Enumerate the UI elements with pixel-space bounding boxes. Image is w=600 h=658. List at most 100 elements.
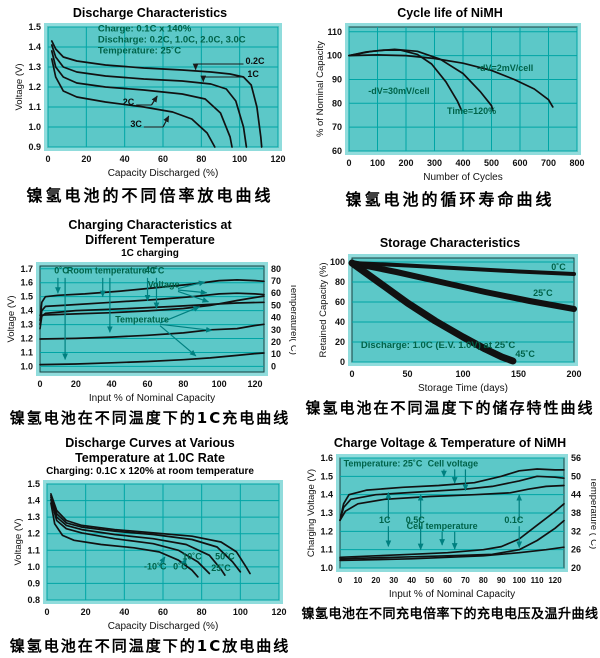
x-tick-label: 100 xyxy=(455,369,470,379)
series-temp-room xyxy=(39,323,265,340)
y-tick-label: 1.0 xyxy=(320,563,333,573)
x-axis-title: Capacity Discharged (%) xyxy=(108,168,219,179)
curve-label: 0˚C xyxy=(54,266,69,276)
curve-label: Temperature: 25˚C xyxy=(344,458,423,468)
curve-label: Time=120% xyxy=(447,106,496,116)
curve-label: Voltage xyxy=(148,280,180,290)
x-tick-label: 20 xyxy=(81,154,91,164)
right-tick-label: 60 xyxy=(271,288,281,298)
x-tick-label: 0 xyxy=(37,379,42,389)
annotation-arrow xyxy=(158,556,166,567)
x-tick-label: 20 xyxy=(371,576,380,585)
curve-label: 50˚C xyxy=(215,551,235,561)
chart-caption-cn: 镍氢电池在不同温度下的1C放电曲线 xyxy=(9,636,291,655)
x-tick-label: 120 xyxy=(548,576,562,585)
series-voltage-0C xyxy=(39,279,265,322)
plot-annotation: Discharge: 1.0C (E.V. 1.0V) at 25˚C xyxy=(361,340,515,351)
x-tick-label: 110 xyxy=(531,576,544,585)
x-tick-label: 120 xyxy=(271,607,286,617)
panel-charging-characteristics: Charging Characteristics at Different Te… xyxy=(0,212,300,430)
annotation-arrow xyxy=(180,557,187,567)
chart-caption-cn: 镍氢电池在不同充电倍率下的充电电压及温升曲线 xyxy=(301,606,599,622)
right-tick-label: 32 xyxy=(571,526,581,536)
x-tick-label: 20 xyxy=(81,607,91,617)
y-tick-label: 1.4 xyxy=(27,495,40,505)
discharge-temperature-chart: -10˚C 0˚C10˚C 50˚C 25˚C 0 20 40 60 80 100 120 0.8 0.… xyxy=(13,479,287,632)
x-tick-label: 0 xyxy=(44,607,49,617)
x-tick-label: 40 xyxy=(120,154,130,164)
curve-label: 1C xyxy=(247,69,259,79)
x-tick-label: 120 xyxy=(270,154,285,164)
y-tick-label: 1.4 xyxy=(28,42,41,52)
y-tick-label: 0.8 xyxy=(27,595,40,605)
curve-label: -dV=30mV/cell xyxy=(368,86,429,96)
panel-cycle-life: Cycle life of NiMH -dV=2mV/cell -dV=30mV/… xyxy=(300,0,600,212)
right-tick-label: 80 xyxy=(271,264,281,274)
x-tick-label: 150 xyxy=(511,369,526,379)
annotation-arrow xyxy=(162,115,170,128)
right-tick-label: 56 xyxy=(571,453,581,463)
x-tick-label: 80 xyxy=(479,576,488,585)
y-tick-label: 1.4 xyxy=(20,306,33,316)
annotation-arrow xyxy=(177,280,206,290)
series-temp-0.1C xyxy=(339,545,565,561)
y-tick-label: 1.0 xyxy=(20,362,33,372)
x-tick-label: 500 xyxy=(484,158,499,168)
series-voltage-1C xyxy=(339,467,565,521)
discharge-characteristics-chart: 0.2C 1C 2C 3C Charge: 0.1C x 140%Discharge: … xyxy=(14,22,286,179)
series-0C xyxy=(350,260,576,276)
curve-label: 0˚C xyxy=(173,561,188,571)
chart-caption-cn: 镍氢电池在不同温度下的1C充电曲线 xyxy=(9,409,291,428)
x-tick-label: 0 xyxy=(338,576,343,585)
y-tick-label: 1.1 xyxy=(27,545,40,555)
y-tick-label: 1.3 xyxy=(20,320,33,330)
right-y-axis-title: Temperaturel(˚C) xyxy=(288,283,296,355)
series-temp-0.5C xyxy=(339,519,565,560)
x-tick-label: 20 xyxy=(71,379,81,389)
y-axis-title: Voltage (V) xyxy=(13,518,24,565)
plot-area xyxy=(351,257,575,363)
y-tick-label: 1.2 xyxy=(20,334,33,344)
x-tick-label: 10 xyxy=(353,576,362,585)
x-tick-label: 90 xyxy=(497,576,506,585)
chart-caption-cn: 镍氢电池的不同倍率放电曲线 xyxy=(26,186,274,206)
x-tick-label: 700 xyxy=(541,158,556,168)
curve-label: 25˚C xyxy=(533,288,553,298)
chart-title: Charge Voltage & Temperature of NiMH xyxy=(333,436,567,451)
x-tick-label: 80 xyxy=(197,607,207,617)
y-tick-label: 1.6 xyxy=(20,278,33,288)
y-tick-label: 1.2 xyxy=(320,526,333,536)
x-tick-label: 200 xyxy=(566,369,581,379)
y-tick-label: 1.6 xyxy=(320,453,333,463)
y-tick-label: 20 xyxy=(335,337,345,347)
y-axis-title: % of Nominal Capacity xyxy=(315,41,326,137)
series-temp-40C xyxy=(39,295,265,317)
series-1C xyxy=(50,44,248,149)
chart-subtitle: 1C charging xyxy=(121,248,179,260)
y-axis-title: Voltage (V) xyxy=(14,64,25,111)
right-tick-label: 26 xyxy=(571,544,581,554)
chart-caption-cn: 镍氢电池在不同温度下的储存特性曲线 xyxy=(305,398,595,417)
series--dV=2mV/cell xyxy=(348,54,554,109)
right-tick-label: 20 xyxy=(571,563,581,573)
y-tick-label: 1.1 xyxy=(320,544,333,554)
x-tick-label: 100 xyxy=(370,158,385,168)
curve-label: 0˚C xyxy=(551,262,566,272)
series-temp-0C xyxy=(39,352,265,366)
right-tick-label: 50 xyxy=(271,301,281,311)
y-tick-label: 1.5 xyxy=(320,471,333,481)
y-tick-label: 70 xyxy=(332,123,342,133)
series-2C xyxy=(50,50,233,149)
y-tick-label: 60 xyxy=(332,146,342,156)
right-tick-label: 38 xyxy=(571,508,581,518)
y-tick-label: 0 xyxy=(340,357,345,367)
right-tick-label: 44 xyxy=(571,489,581,499)
cycle-life-chart: -dV=2mV/cell -dV=30mV/cell Time=120% 0 100 20… xyxy=(315,23,585,183)
x-tick-label: 80 xyxy=(196,154,206,164)
annotation-arrow xyxy=(159,325,197,357)
x-tick-label: 100 xyxy=(232,154,247,164)
charge-voltage-temperature-chart: Temperature: 25˚C Cell voltage 1C 0.5C 0.1C C… xyxy=(306,453,596,600)
panel-discharge-temperature: Discharge Curves at Various Temperature … xyxy=(0,430,300,658)
y-tick-label: 1.5 xyxy=(20,292,33,302)
